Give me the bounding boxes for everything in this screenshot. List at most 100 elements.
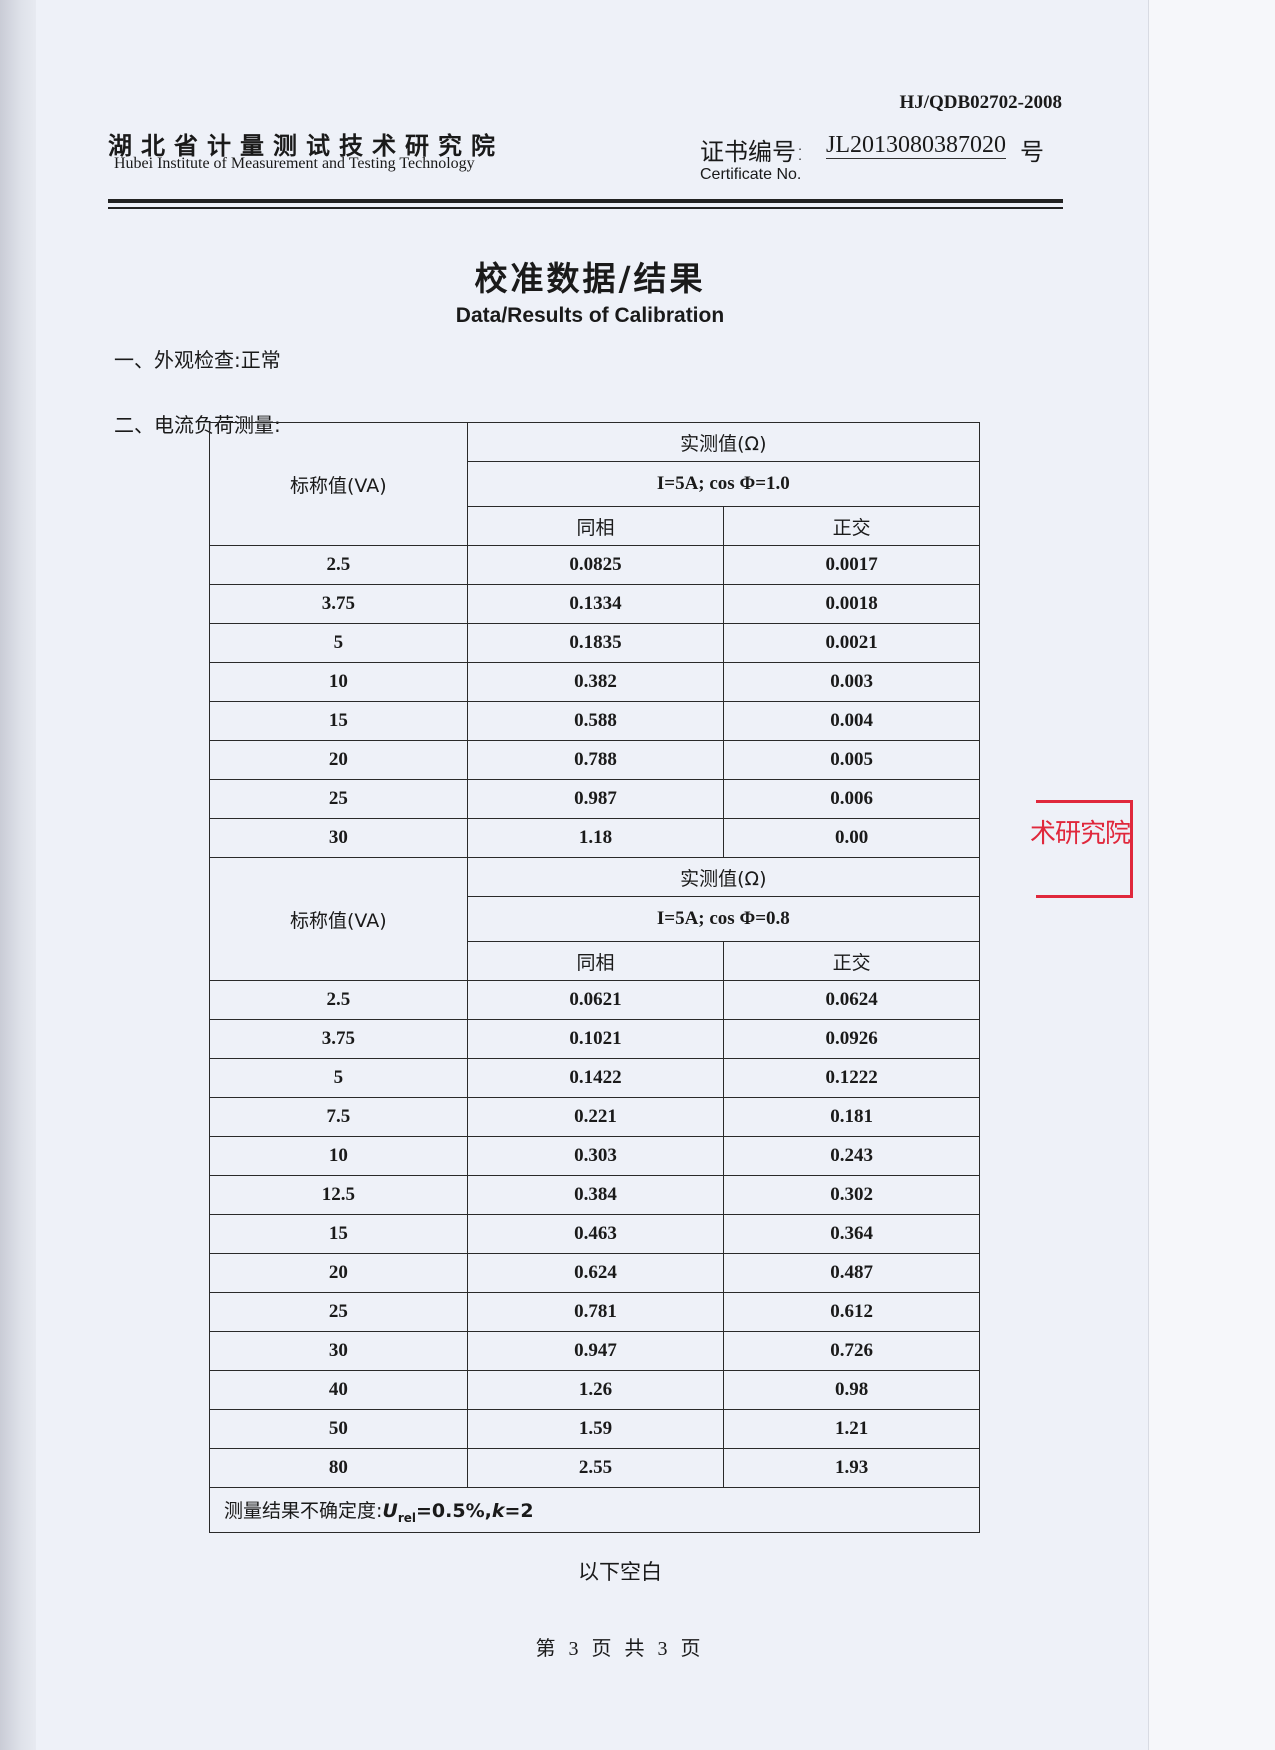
uncertainty-symbol: U: [382, 1499, 398, 1522]
table-row: 3.75 0.1021 0.0926: [209, 1019, 980, 1059]
inphase-value: 0.1422: [466, 1058, 725, 1098]
uncertainty-value: =0.5%,: [416, 1499, 492, 1522]
uncertainty-label: 测量结果不确定度:: [224, 1499, 383, 1522]
nominal-value: 20: [209, 1253, 468, 1293]
table-row: 80 2.55 1.93: [209, 1448, 980, 1488]
quadrature-value: 0.0021: [723, 623, 980, 663]
nominal-value: 80: [209, 1448, 468, 1488]
quadrature-value: 0.364: [723, 1214, 980, 1254]
page-number: 第 3 页 共 3 页: [535, 1638, 705, 1660]
certificate-suffix: 号: [1020, 138, 1044, 166]
certificate-label-en: Certificate No.: [700, 166, 802, 183]
nominal-value: 12.5: [209, 1175, 468, 1215]
inphase-header: 同相: [466, 941, 725, 981]
quadrature-value: 0.302: [723, 1175, 980, 1215]
table-row: 20 0.624 0.487: [209, 1253, 980, 1293]
inphase-value: 0.588: [466, 701, 725, 741]
nominal-value: 30: [209, 818, 468, 858]
inphase-value: 0.1021: [466, 1019, 725, 1059]
quadrature-value: 0.487: [723, 1253, 980, 1293]
quadrature-value: 0.98: [723, 1370, 980, 1410]
test-condition: I=5A; cos Φ=1.0: [466, 461, 981, 507]
coverage-factor-value: =2: [504, 1499, 534, 1522]
quadrature-value: 0.0017: [723, 545, 980, 585]
table-row: 12.5 0.384 0.302: [209, 1175, 980, 1215]
official-stamp: [1036, 800, 1133, 898]
quadrature-value: 0.0624: [723, 980, 980, 1020]
table-row: 3.75 0.1334 0.0018: [209, 584, 980, 624]
nominal-value: 15: [209, 701, 468, 741]
measured-header: 实测值(Ω): [466, 857, 981, 897]
table-row: 2.5 0.0825 0.0017: [209, 545, 980, 585]
inphase-value: 0.384: [466, 1175, 725, 1215]
table-row: 5 0.1835 0.0021: [209, 623, 980, 663]
quadrature-value: 0.0018: [723, 584, 980, 624]
table-header-row: 同相 正交: [210, 941, 980, 981]
nominal-value: 30: [209, 1331, 468, 1371]
table-row: 10 0.303 0.243: [209, 1136, 980, 1176]
nominal-header: 标称值(VA): [209, 422, 468, 546]
quadrature-value: 1.93: [723, 1448, 980, 1488]
certificate-label: 证书编号:: [700, 138, 805, 166]
inphase-value: 0.221: [466, 1097, 725, 1137]
standard-code: HJ/QDB02702-2008: [899, 92, 1062, 113]
nominal-value: 25: [209, 1292, 468, 1332]
certificate-number: JL2013080387020: [826, 132, 1006, 159]
institute-name-en: Hubei Institute of Measurement and Testi…: [114, 155, 475, 172]
header-rule: [108, 199, 1063, 203]
nominal-value: 3.75: [209, 584, 468, 624]
inphase-header: 同相: [466, 506, 725, 546]
nominal-value: 20: [209, 740, 468, 780]
inphase-value: 1.26: [466, 1370, 725, 1410]
table-header-row: 标称值(VA) 实测值(Ω): [209, 857, 981, 981]
inphase-value: 1.59: [466, 1409, 725, 1449]
inphase-value: 0.303: [466, 1136, 725, 1176]
quadrature-header: 正交: [723, 506, 980, 546]
table-header-row: 标称值(VA) 实测值(Ω): [209, 422, 981, 546]
quadrature-value: 0.243: [723, 1136, 980, 1176]
header-rule: [108, 207, 1063, 209]
nominal-value: 2.5: [209, 545, 468, 585]
inphase-value: 0.1835: [466, 623, 725, 663]
quadrature-value: 0.726: [723, 1331, 980, 1371]
quadrature-value: 0.005: [723, 740, 980, 780]
table-row: 40 1.26 0.98: [209, 1370, 980, 1410]
page-title: 校准数据/结果: [474, 259, 706, 298]
inphase-value: 0.463: [466, 1214, 725, 1254]
table-row: 25 0.781 0.612: [209, 1292, 980, 1332]
uncertainty-row: 测量结果不确定度:Urel=0.5%,k=2: [209, 1487, 980, 1533]
inphase-value: 0.987: [466, 779, 725, 819]
inphase-value: 0.947: [466, 1331, 725, 1371]
binding-shadow: [0, 0, 36, 1750]
quadrature-value: 0.006: [723, 779, 980, 819]
quadrature-value: 0.181: [723, 1097, 980, 1137]
quadrature-header: 正交: [723, 941, 980, 981]
nominal-value: 10: [209, 1136, 468, 1176]
nominal-header: 标称值(VA): [209, 857, 468, 981]
inphase-value: 0.0621: [466, 980, 725, 1020]
table-row: 50 1.59 1.21: [209, 1409, 980, 1449]
section-appearance: 一、外观检查:正常: [114, 348, 281, 372]
table-row: 7.5 0.221 0.181: [209, 1097, 980, 1137]
quadrature-value: 0.0926: [723, 1019, 980, 1059]
quadrature-value: 0.00: [723, 818, 980, 858]
nominal-value: 25: [209, 779, 468, 819]
inphase-value: 0.624: [466, 1253, 725, 1293]
table-row: 30 1.18 0.00: [209, 818, 980, 858]
inphase-value: 0.781: [466, 1292, 725, 1332]
coverage-factor-symbol: k: [491, 1499, 505, 1522]
quadrature-value: 1.21: [723, 1409, 980, 1449]
table-row: 30 0.947 0.726: [209, 1331, 980, 1371]
nominal-value: 2.5: [209, 980, 468, 1020]
inphase-value: 1.18: [466, 818, 725, 858]
table-row: 2.5 0.0621 0.0624: [209, 980, 980, 1020]
test-condition: I=5A; cos Φ=0.8: [466, 896, 981, 942]
page-edge: [1148, 0, 1275, 1750]
institute-name-cn: 湖北省计量测试技术研究院: [108, 132, 504, 160]
table-row: 15 0.588 0.004: [209, 701, 980, 741]
quadrature-value: 0.612: [723, 1292, 980, 1332]
table-row: 15 0.463 0.364: [209, 1214, 980, 1254]
table-row: 10 0.382 0.003: [209, 662, 980, 702]
quadrature-value: 0.004: [723, 701, 980, 741]
inphase-value: 0.382: [466, 662, 725, 702]
